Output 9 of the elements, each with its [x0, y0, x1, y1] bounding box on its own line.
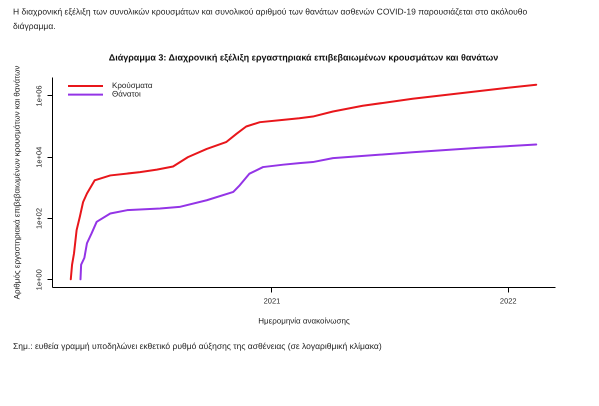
y-axis-title: Αριθμός εργαστηριακά επιβεβαιωμένων κρουσμάτων και θανάτων	[12, 66, 22, 300]
text: Σημ.: ευθεία γραμμή υποδηλώνει εκθετικό ρυθμό αύξησης της ασθένειας (σε λογαριθμική κλίμακα)	[13, 341, 382, 351]
line-series	[70, 84, 538, 280]
text: Η διαχρονική εξέλιξη των συνολικών κρουσμάτων και συνολικού αριθμού των θανάτων ασθενών COVID-19 παρουσιάζεται στο ακόλουθο διάγραμμα.	[13, 6, 528, 31]
chart-title: Διάγραμμα 3: Διαχρονική εξέλιξη εργαστηριακά επιβεβαιωμένων κρουσμάτων και θανάτων	[108, 52, 498, 63]
legend-label: Κρούσματα	[112, 81, 153, 90]
x-axis-title: Ημερομηνία ανακοίνωσης	[258, 316, 350, 326]
legend-label: Θάνατοι	[112, 90, 141, 99]
line-series	[79, 144, 538, 280]
